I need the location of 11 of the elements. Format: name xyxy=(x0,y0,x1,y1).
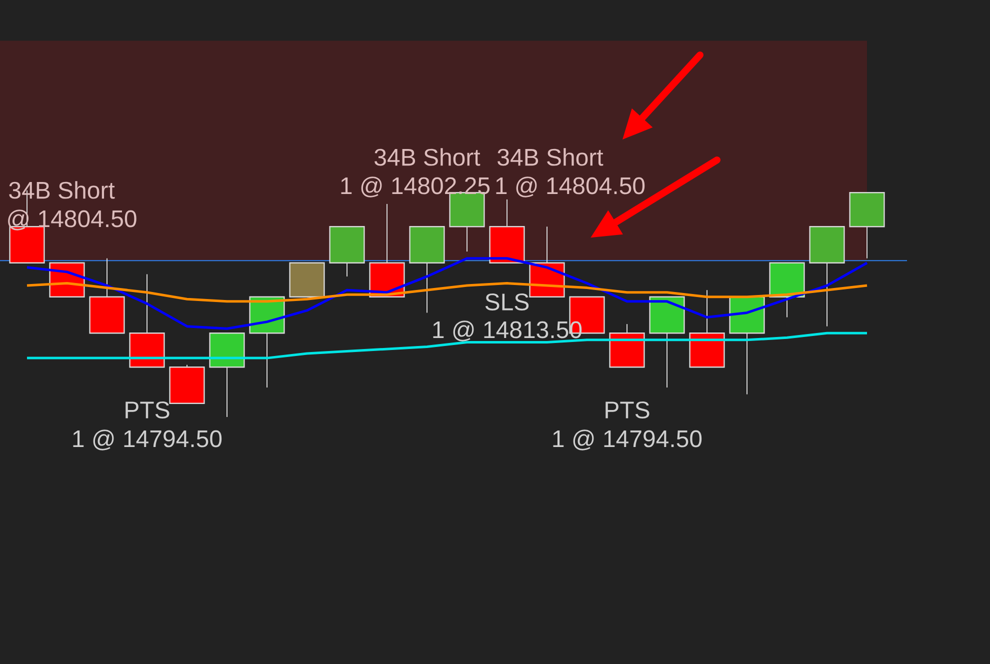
annotation: 1 @ 14813.50 xyxy=(433,320,582,342)
text: 1 @ 14794.50 xyxy=(553,430,702,450)
annotation: SLS xyxy=(485,294,529,310)
annotation: 1 @ 14802.25 xyxy=(341,176,490,198)
text: 1 @ 14794.50 xyxy=(73,430,222,450)
annotation: PTS xyxy=(126,402,170,418)
annotation: 1 @ 14804.50 xyxy=(496,176,645,198)
annotation: PTS xyxy=(606,402,650,418)
annotation: 34B Short xyxy=(9,181,115,199)
text: 34B Short xyxy=(498,148,604,166)
text: 34B Short xyxy=(374,148,480,166)
